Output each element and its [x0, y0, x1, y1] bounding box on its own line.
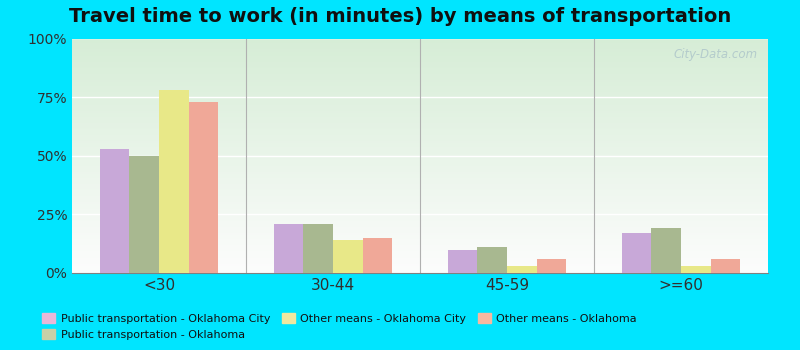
Bar: [622, 233, 651, 273]
Text: Travel time to work (in minutes) by means of transportation: Travel time to work (in minutes) by mean…: [69, 7, 731, 26]
Bar: [159, 90, 189, 273]
Legend: Public transportation - Oklahoma City, Public transportation - Oklahoma, Other m: Public transportation - Oklahoma City, P…: [38, 308, 642, 344]
Bar: [362, 238, 392, 273]
Bar: [448, 250, 478, 273]
Bar: [333, 240, 362, 273]
Bar: [478, 247, 507, 273]
Bar: [681, 266, 710, 273]
Bar: [710, 259, 740, 273]
Bar: [303, 224, 333, 273]
Bar: [507, 266, 537, 273]
Bar: [100, 149, 130, 273]
Bar: [537, 259, 566, 273]
Bar: [130, 156, 159, 273]
Bar: [189, 102, 218, 273]
Text: City-Data.com: City-Data.com: [674, 48, 758, 61]
Bar: [651, 229, 681, 273]
Bar: [274, 224, 303, 273]
